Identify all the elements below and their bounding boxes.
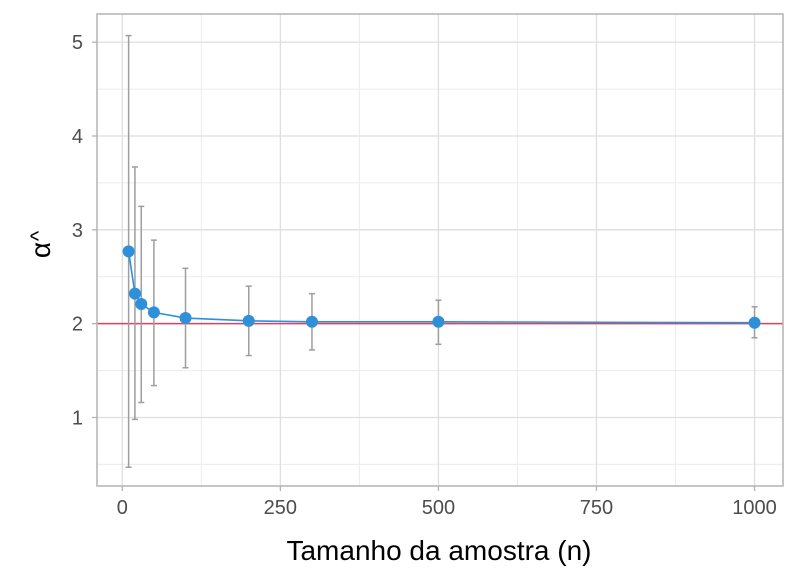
panel-border	[96, 13, 784, 487]
y-axis-title: α ^	[25, 230, 56, 258]
y-tick-label: 3	[72, 220, 83, 242]
x-tick-label: 1000	[732, 497, 777, 519]
data-point	[179, 312, 192, 325]
grid-major	[97, 14, 783, 486]
x-tick-label: 750	[580, 497, 613, 519]
x-tick-label: 0	[117, 497, 128, 519]
x-tick-label: 500	[422, 497, 455, 519]
data-point	[122, 245, 135, 258]
series-line	[127, 251, 755, 324]
y-tick-label: 2	[72, 314, 83, 336]
y-tick-label: 1	[72, 407, 83, 429]
x-axis-ticks: 0 250 500 750 1000	[117, 486, 777, 519]
y-axis-ticks: 1 2 3 4 5	[72, 32, 97, 429]
y-tick-label: 5	[72, 32, 83, 54]
y-axis-title-hat: ^	[26, 230, 51, 241]
data-points	[122, 245, 761, 329]
data-point	[128, 287, 141, 300]
data-point	[242, 314, 255, 327]
data-point	[135, 297, 148, 310]
y-axis-title-symbol: α	[25, 242, 56, 258]
data-point	[748, 316, 761, 329]
grid-minor	[97, 14, 783, 486]
data-point	[432, 315, 445, 328]
data-point	[305, 315, 318, 328]
x-tick-label: 250	[264, 497, 297, 519]
error-bars	[125, 34, 758, 468]
data-point	[147, 306, 160, 319]
y-tick-label: 4	[72, 126, 83, 148]
series-line-layer	[127, 251, 755, 324]
x-axis-title: Tamanho da amostra (n)	[286, 535, 591, 566]
